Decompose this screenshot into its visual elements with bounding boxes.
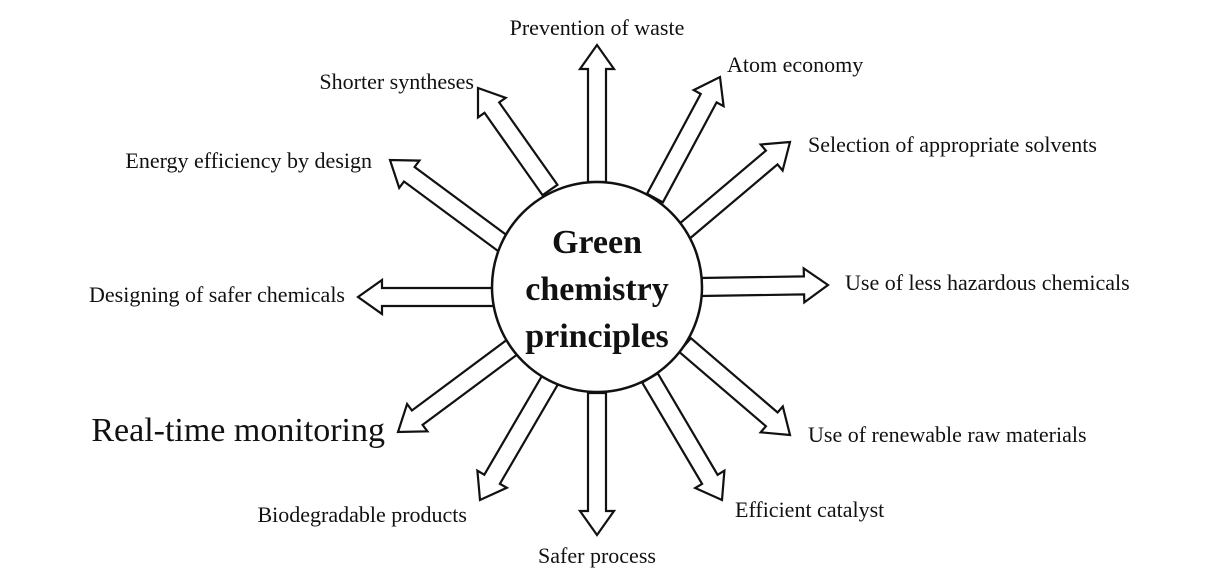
principle-label: Use of renewable raw materials [808,422,1087,447]
principle-label: Use of less hazardous chemicals [845,270,1130,295]
principle-label: Efficient catalyst [735,497,884,522]
arrow [388,158,512,254]
arrows [356,43,830,537]
center-line: Green [552,224,642,261]
arrow [677,336,792,437]
principle-label: Real-time monitoring [91,412,385,449]
principle-label: Prevention of waste [510,15,685,40]
center-circle [490,180,704,394]
arrow [577,43,617,184]
arrow [476,86,559,197]
center-line: principles [525,318,669,355]
principle-label: Safer process [538,543,656,568]
principle-label: Selection of appropriate solvents [808,132,1097,157]
center-line: chemistry [525,271,669,308]
arrow [476,374,560,502]
principle-label: Biodegradable products [257,502,467,527]
arrow [396,336,522,434]
principle-label: Energy efficiency by design [125,148,372,173]
principle-label: Designing of safer chemicals [89,282,345,307]
arrow [640,371,726,502]
arrow [672,140,792,244]
principle-label: Atom economy [727,52,863,77]
arrow [698,266,830,305]
principle-label: Shorter syntheses [319,69,474,94]
arrow [577,391,617,537]
arrow [645,75,725,204]
arrow [356,277,497,317]
